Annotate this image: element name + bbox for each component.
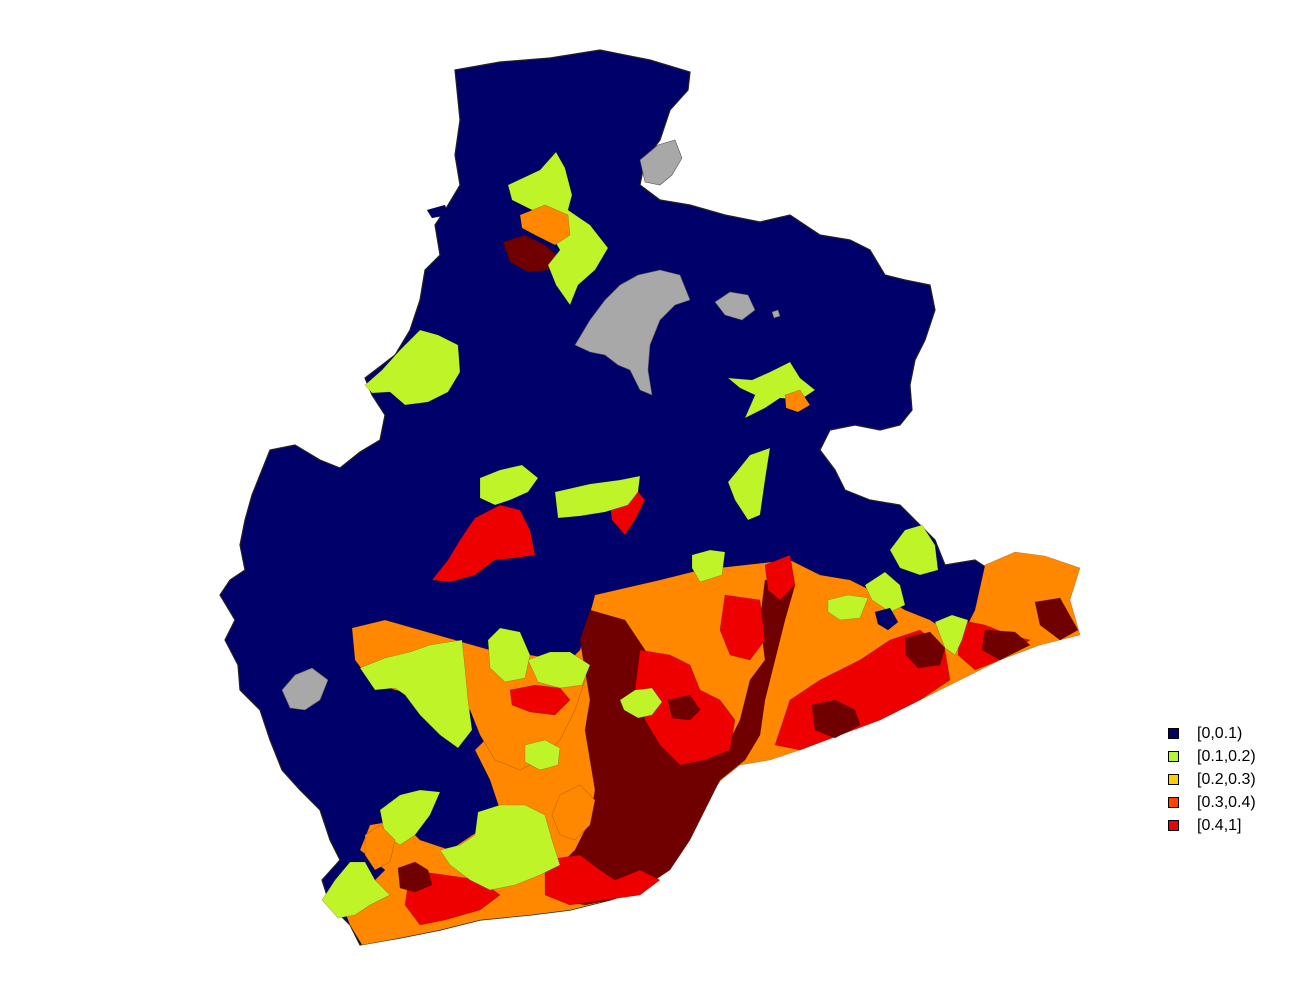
legend-label: [0.1,0.2): [1197, 747, 1256, 765]
region-lime-18: [439, 804, 561, 891]
region-red-7: [544, 854, 661, 906]
legend-label: [0.2,0.3): [1197, 770, 1256, 788]
region-blue-inset-1: [426, 204, 449, 219]
region-lime-11: [691, 549, 726, 583]
legend: [0,0.1) [0.1,0.2) [0.2,0.3) [0.3,0.4) [0…: [1168, 722, 1288, 837]
legend-swatch: [1168, 774, 1179, 785]
region-nodata-5: [771, 309, 781, 319]
region-nodata-4: [281, 667, 329, 711]
region-lime-8: [864, 571, 906, 613]
region-lime-13: [487, 627, 531, 683]
region-lime-16: [524, 739, 561, 771]
region-lime-5: [727, 447, 771, 521]
region-lime-9: [934, 614, 969, 656]
legend-item: [0.3,0.4): [1168, 791, 1288, 814]
legend-swatch: [1168, 751, 1179, 762]
region-lime-3: [479, 464, 539, 506]
region-darkred-7: [667, 694, 701, 721]
legend-swatch: [1168, 820, 1179, 831]
legend-swatch: [1168, 728, 1179, 739]
region-blue-inset-2: [874, 607, 899, 631]
region-nodata-1: [639, 139, 683, 186]
legend-item: [0.2,0.3): [1168, 768, 1288, 791]
legend-item: [0.1,0.2): [1168, 745, 1288, 768]
legend-item: [0.4,1]: [1168, 814, 1288, 837]
legend-label: [0.3,0.4): [1197, 793, 1256, 811]
legend-item: [0,0.1): [1168, 722, 1288, 745]
region-red-2: [719, 594, 766, 661]
region-red-8: [509, 684, 571, 716]
region-lime-7: [889, 524, 939, 576]
region-nodata-3: [714, 291, 756, 321]
region-orange-4: [364, 824, 396, 871]
region-darkred-3: [981, 629, 1031, 661]
region-lime-12: [359, 639, 473, 749]
region-darkred-5: [811, 699, 861, 739]
region-orange-3: [784, 389, 811, 413]
region-orange-2: [519, 204, 571, 246]
region-orange-5: [551, 784, 596, 841]
region-darkred-4: [904, 631, 946, 669]
region-lime-10: [827, 594, 869, 621]
region-lime-14: [527, 651, 591, 689]
region-red-3: [764, 554, 796, 601]
region-darkred-6: [397, 861, 433, 893]
region-lime-4: [554, 475, 641, 519]
region-lime-19: [321, 861, 391, 919]
legend-label: [0,0.1): [1197, 724, 1243, 742]
region-lime-15: [619, 687, 663, 719]
region-red-9: [431, 504, 536, 583]
region-darkred-2: [1034, 597, 1079, 641]
region-lime-2: [364, 329, 461, 406]
region-nodata-2: [574, 269, 691, 396]
legend-label: [0.4,1]: [1197, 816, 1242, 834]
legend-swatch: [1168, 797, 1179, 808]
